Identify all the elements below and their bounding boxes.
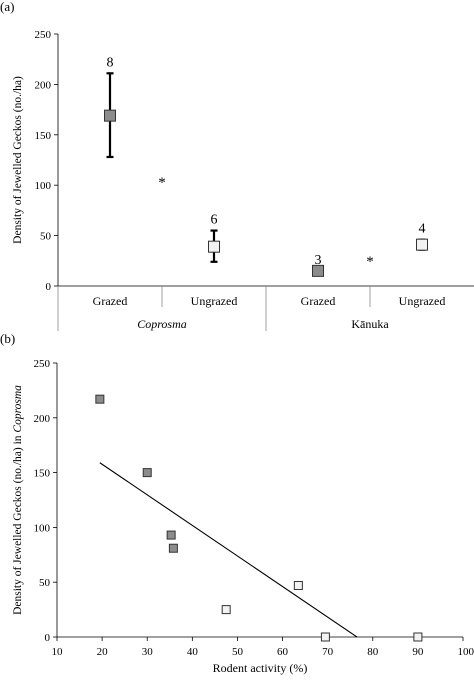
y-tick-label-a: 150 [35, 130, 52, 142]
x-axis-title-b: Rodent activity (%) [213, 661, 308, 675]
panel-a: (a) 0 50 100 150 200 250 Density of Jewelled Ge… [0, 0, 474, 331]
significance-marker: * [366, 254, 374, 270]
x-tick-label-b: 100 [458, 646, 474, 658]
significance-marker: * [158, 175, 166, 191]
x-tick-label-b: 70 [322, 646, 334, 658]
panel-label-b: (b) [0, 331, 15, 346]
y-tick-label-b: 0 [45, 632, 51, 644]
scatter-point [142, 468, 152, 478]
x-tick-label-b: 20 [97, 646, 109, 658]
scatter-point [413, 632, 423, 642]
mean-marker [416, 238, 428, 251]
x-tick-label-b: 90 [412, 646, 424, 658]
y-tick-label-a: 200 [35, 79, 52, 91]
x-tick-label-b: 50 [232, 646, 244, 658]
sample-size-label: 3 [315, 253, 322, 268]
sample-size-label: 4 [419, 222, 426, 237]
panel-b: (b) 0 50 100 150 200 250 10 20 30 40 50 60 70 80 90 100 R… [0, 331, 474, 675]
mean-marker [104, 109, 116, 122]
sample-size-label: 8 [107, 55, 114, 70]
y-tick-label-a: 250 [35, 29, 52, 41]
x-tick-label-b: 40 [187, 646, 199, 658]
scatter-point [168, 543, 178, 553]
y-axis-title-b-italic: Coprosma [12, 385, 24, 433]
y-tick-label-a: 0 [46, 281, 52, 293]
y-tick-label-b: 100 [34, 522, 51, 534]
category-label: Ungrazed [191, 294, 238, 308]
scatter-point [320, 632, 330, 642]
mean-marker [208, 240, 220, 253]
x-tick-label-b: 30 [142, 646, 154, 658]
scatter-point [95, 394, 105, 404]
x-tick-label-b: 60 [277, 646, 289, 658]
group-label: Coprosma [137, 317, 187, 331]
y-tick-label-a: 100 [35, 180, 52, 192]
panel-label-a: (a) [0, 0, 14, 14]
category-label: Grazed [301, 294, 336, 308]
y-tick-label-a: 50 [40, 231, 52, 243]
y-tick-label-b: 150 [34, 468, 51, 480]
group-label: Kānuka [351, 317, 389, 331]
category-label: Grazed [93, 294, 128, 308]
y-tick-label-b: 50 [39, 577, 51, 589]
y-axis-title-a: Density of Jewelled Geckos (no./ha) [12, 76, 24, 244]
sample-size-label: 6 [211, 213, 218, 228]
scatter-point [293, 580, 303, 590]
y-axis-title-b-main: Density of Jewelled Geckos (no./ha) in [12, 433, 24, 615]
scatter-point [166, 530, 176, 540]
y-tick-label-b: 250 [34, 358, 51, 370]
category-label: Ungrazed [399, 294, 446, 308]
scatter-point [221, 605, 231, 615]
y-tick-label-b: 200 [34, 413, 51, 425]
y-axis-title-b: Density of Jewelled Geckos (no./ha) in C… [12, 385, 24, 615]
x-tick-label-b: 10 [52, 646, 64, 658]
trend-line [99, 462, 358, 638]
mean-marker [312, 264, 324, 277]
x-tick-label-b: 80 [367, 646, 379, 658]
